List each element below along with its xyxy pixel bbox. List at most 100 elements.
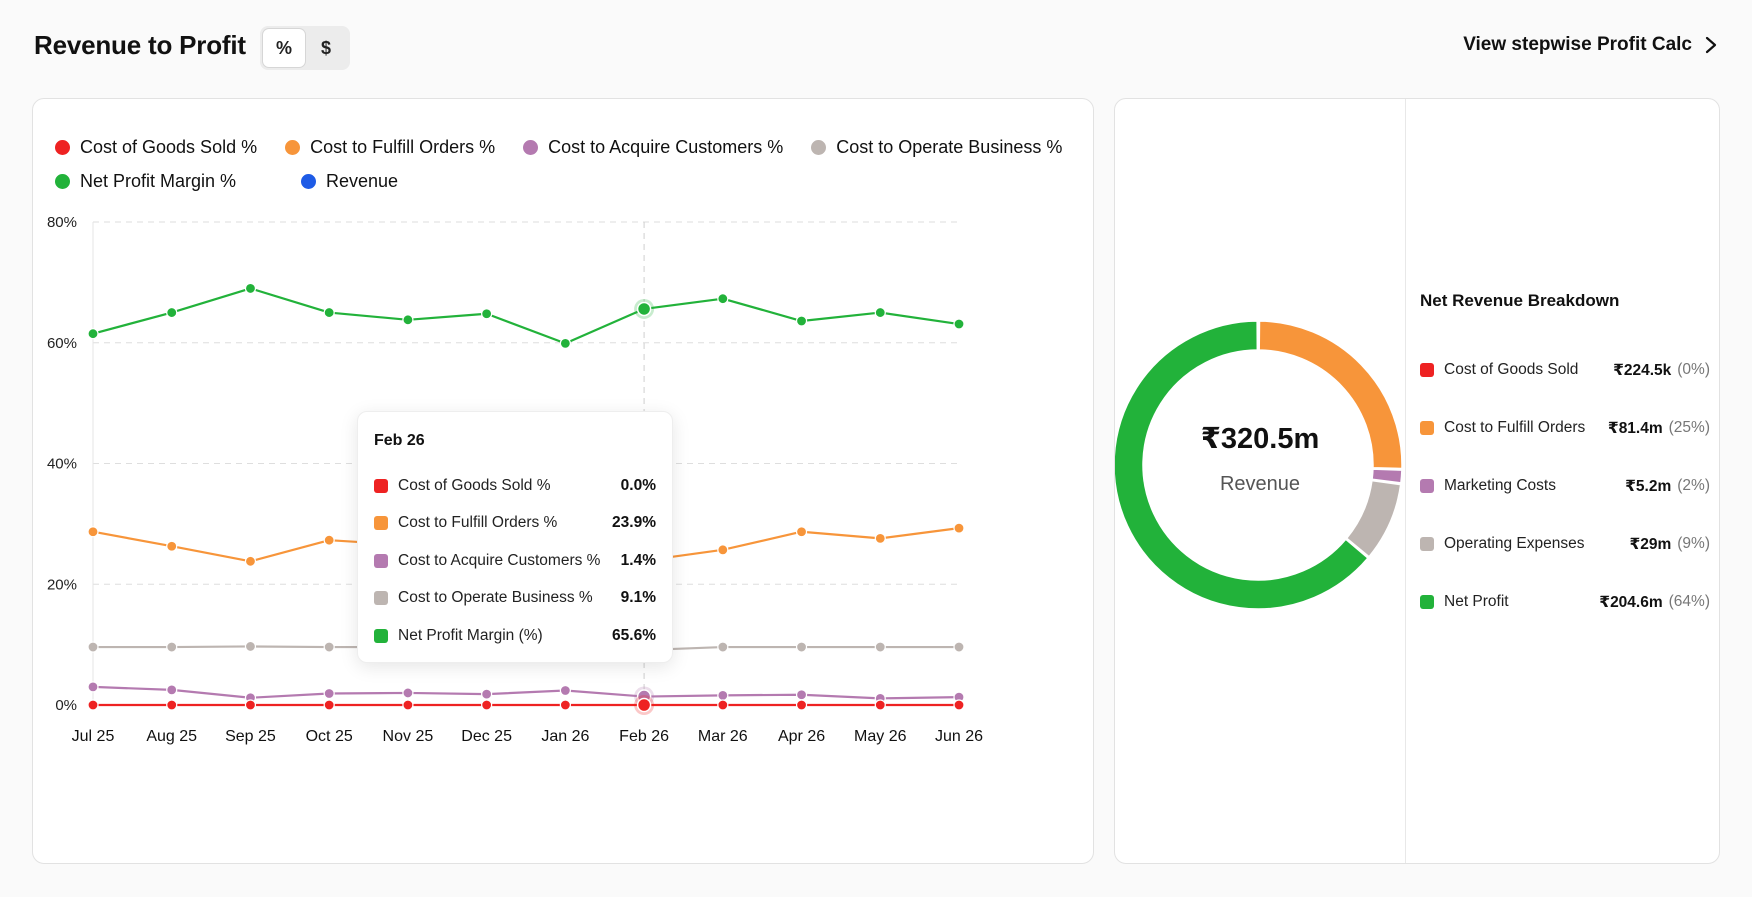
tooltip-swatch-icon <box>374 478 388 493</box>
donut-slice-cost-to-fulfill-orders[interactable] <box>1258 320 1403 470</box>
data-point[interactable] <box>559 684 571 697</box>
data-point[interactable] <box>953 318 965 330</box>
breakdown-percent: (9%) <box>1677 535 1710 552</box>
donut-slice-marketing-costs[interactable] <box>1371 468 1403 484</box>
donut-center-value: ₹320.5m <box>1200 423 1320 455</box>
breakdown-amount: ₹81.4m <box>1607 419 1663 437</box>
x-tick-label: Oct 25 <box>306 728 353 745</box>
data-point[interactable] <box>795 689 808 701</box>
data-point[interactable] <box>244 640 257 653</box>
data-point[interactable] <box>795 315 808 327</box>
tooltip-row: Cost of Goods Sold % 0.0% <box>374 467 656 505</box>
data-point[interactable] <box>874 699 886 711</box>
legend-label: Revenue <box>326 170 399 191</box>
legend-item-cost-to-fulfill-orders[interactable]: Cost to Fulfill Orders % <box>285 137 495 157</box>
tooltip-row: Cost to Acquire Customers % 1.4% <box>374 542 656 580</box>
data-point[interactable] <box>402 687 414 699</box>
data-point[interactable] <box>874 306 886 319</box>
x-tick-label: Jan 26 <box>541 728 589 745</box>
breakdown-swatch-icon <box>1420 363 1434 377</box>
legend-item-revenue[interactable]: Revenue <box>301 171 398 191</box>
legend-item-cost-to-acquire-customers[interactable]: Cost to Acquire Customers % <box>523 137 783 157</box>
currency-toggle-button[interactable]: $ <box>320 37 331 58</box>
data-point[interactable] <box>323 306 335 319</box>
data-point[interactable] <box>166 684 178 696</box>
legend-item-cost-to-operate-business[interactable]: Cost to Operate Business % <box>811 137 1062 157</box>
data-point[interactable] <box>717 544 729 556</box>
data-point[interactable] <box>717 689 729 701</box>
data-point[interactable] <box>874 532 886 544</box>
x-tick-label: Sep 25 <box>225 728 276 745</box>
breakdown-swatch-icon <box>1420 537 1434 551</box>
data-point[interactable] <box>559 699 571 711</box>
line-chart: 0% 20% 40% 60% 80% Jul 25 Aug 25 Sep 25 Oct 25 No… <box>47 214 983 745</box>
data-point[interactable] <box>874 641 886 653</box>
tooltip-row: Net Profit Margin (%) 65.6% <box>374 617 656 655</box>
data-point[interactable] <box>795 641 808 653</box>
series-cost-of-goods-sold <box>87 695 965 715</box>
tooltip-row-value: 65.6% <box>612 626 656 644</box>
data-point[interactable] <box>87 526 99 538</box>
highlight-point[interactable] <box>636 697 652 713</box>
data-point[interactable] <box>244 282 257 295</box>
data-point[interactable] <box>481 699 493 711</box>
y-tick-label: 80% <box>47 214 77 231</box>
x-tick-label: Apr 26 <box>778 728 825 745</box>
breakdown-amount: ₹5.2m <box>1625 477 1672 495</box>
revenue-breakdown-card: ₹320.5m Revenue Net Revenue Breakdown Co… <box>1114 98 1720 864</box>
x-tick-label: Dec 25 <box>461 728 512 745</box>
breakdown-amount: ₹204.6m <box>1599 593 1663 611</box>
tooltip-row-label: Cost to Operate Business % <box>398 589 593 607</box>
data-point[interactable] <box>481 308 493 320</box>
data-point[interactable] <box>717 293 729 305</box>
donut-slice-operating-expenses[interactable] <box>1345 479 1402 558</box>
y-tick-label: 40% <box>47 456 77 473</box>
data-point[interactable] <box>87 681 99 693</box>
data-point[interactable] <box>87 328 99 340</box>
breakdown-amount: ₹29m <box>1629 535 1672 553</box>
data-point[interactable] <box>402 314 414 326</box>
data-point[interactable] <box>166 306 178 319</box>
data-point[interactable] <box>244 555 257 567</box>
data-point[interactable] <box>166 699 178 711</box>
data-point[interactable] <box>87 699 99 711</box>
percent-toggle-button[interactable]: % <box>263 29 305 67</box>
data-point[interactable] <box>323 534 335 546</box>
data-point[interactable] <box>717 641 729 653</box>
tooltip-row-value: 1.4% <box>620 551 656 569</box>
donut-slice-net-profit[interactable] <box>1115 320 1369 610</box>
data-point[interactable] <box>795 699 808 711</box>
series-cost-to-acquire-customers <box>87 681 965 707</box>
donut-center-label: Revenue <box>1219 473 1301 495</box>
legend-dot-icon <box>285 139 301 155</box>
data-point[interactable] <box>559 337 571 349</box>
view-stepwise-profit-link[interactable]: View stepwise Profit Calc <box>1463 34 1718 56</box>
data-point[interactable] <box>953 641 965 653</box>
x-tick-label: Feb 26 <box>619 728 669 745</box>
breakdown-percent: (2%) <box>1677 477 1710 494</box>
legend-item-cost-of-goods-sold[interactable]: Cost of Goods Sold % <box>55 137 257 157</box>
data-point[interactable] <box>166 641 178 653</box>
data-point[interactable] <box>717 699 729 711</box>
data-point[interactable] <box>953 522 965 534</box>
data-point[interactable] <box>481 688 493 700</box>
data-point[interactable] <box>323 699 335 711</box>
tooltip-row-label: Cost to Fulfill Orders % <box>398 514 558 532</box>
data-point[interactable] <box>166 540 178 552</box>
chevron-right-icon <box>1705 36 1717 54</box>
data-point[interactable] <box>953 699 965 711</box>
tooltip-row-value: 23.9% <box>612 514 656 532</box>
page-header: Revenue to Profit % $ View stepwise Prof… <box>0 0 1752 96</box>
data-point[interactable] <box>244 699 257 711</box>
data-point[interactable] <box>87 641 99 653</box>
breakdown-row-marketing-costs: Marketing Costs ₹5.2m (2%) <box>1420 457 1710 515</box>
data-point[interactable] <box>323 687 335 700</box>
highlight-point[interactable] <box>636 301 652 317</box>
y-tick-label: 0% <box>55 697 77 714</box>
data-point[interactable] <box>795 526 808 538</box>
breakdown-percent: (64%) <box>1668 593 1710 610</box>
legend-label: Cost of Goods Sold % <box>80 136 258 157</box>
data-point[interactable] <box>323 641 335 653</box>
legend-item-net-profit-margin[interactable]: Net Profit Margin % <box>55 171 273 191</box>
data-point[interactable] <box>402 699 414 711</box>
